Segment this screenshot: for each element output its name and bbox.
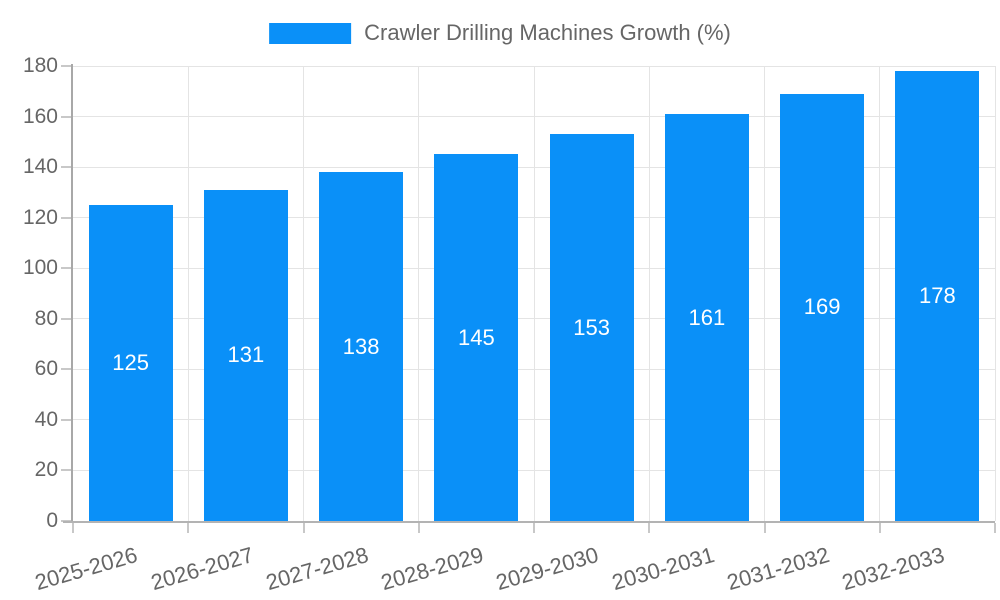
v-gridline xyxy=(187,66,189,521)
bar-value-label: 138 xyxy=(342,333,380,359)
y-tick-mark xyxy=(61,216,71,219)
y-tick-mark xyxy=(61,317,71,320)
y-tick-label: 40 xyxy=(34,407,58,431)
x-tick-label: 2027-2028 xyxy=(262,542,372,596)
x-tick-label: 2028-2029 xyxy=(378,542,487,596)
bar[interactable] xyxy=(780,93,865,521)
x-tick-label: 2032-2033 xyxy=(839,542,948,596)
legend-swatch xyxy=(269,22,352,44)
x-tick-mark xyxy=(72,523,74,533)
bar[interactable] xyxy=(88,205,173,521)
x-tick-label: 2030-2031 xyxy=(608,542,717,596)
y-tick-mark xyxy=(61,469,71,472)
x-tick-mark xyxy=(763,523,766,533)
bar-value-label: 169 xyxy=(803,294,841,320)
legend-label: Crawler Drilling Machines Growth (%) xyxy=(364,20,731,45)
y-tick-mark xyxy=(61,267,71,270)
bar-value-label: 153 xyxy=(573,314,610,340)
chart-legend[interactable]: Crawler Drilling Machines Growth (%) xyxy=(269,20,731,46)
v-gridline xyxy=(418,66,420,521)
x-tick-mark xyxy=(994,523,996,533)
bar-value-label: 145 xyxy=(458,324,495,350)
bar-value-label: 178 xyxy=(919,283,956,309)
x-axis-line xyxy=(63,521,995,523)
bar-value-label: 131 xyxy=(227,342,265,368)
x-tick-mark xyxy=(648,523,651,533)
bar[interactable] xyxy=(319,172,404,521)
x-tick-label: 2029-2030 xyxy=(493,542,602,596)
y-tick-label: 120 xyxy=(22,205,58,229)
y-tick-mark xyxy=(61,166,71,169)
y-axis-line xyxy=(71,64,73,523)
x-tick-mark xyxy=(533,523,535,533)
v-gridline xyxy=(764,66,765,521)
v-gridline xyxy=(648,66,650,521)
y-tick-mark xyxy=(61,368,71,371)
y-tick-mark xyxy=(61,115,71,118)
y-tick-label: 140 xyxy=(22,155,58,179)
y-tick-label: 100 xyxy=(22,256,58,280)
y-tick-mark xyxy=(61,418,71,421)
bar[interactable] xyxy=(434,154,519,521)
bar[interactable] xyxy=(203,189,288,521)
bar[interactable] xyxy=(549,134,634,521)
v-gridline xyxy=(879,66,881,521)
y-tick-label: 60 xyxy=(34,357,58,381)
x-tick-label: 2026-2027 xyxy=(147,542,256,596)
y-tick-label: 80 xyxy=(34,306,58,330)
bar-value-label: 161 xyxy=(688,304,726,330)
y-tick-mark xyxy=(61,65,71,67)
v-gridline xyxy=(303,66,304,521)
y-tick-label: 180 xyxy=(22,54,58,77)
bar[interactable] xyxy=(895,71,980,521)
x-tick-mark xyxy=(878,523,881,533)
y-tick-label: 20 xyxy=(34,458,58,482)
x-tick-label: 2025-2026 xyxy=(32,542,141,596)
v-gridline xyxy=(994,66,996,521)
x-tick-mark xyxy=(302,523,305,533)
x-tick-label: 2031-2032 xyxy=(723,542,833,596)
bar-value-label: 125 xyxy=(112,350,149,375)
v-gridline xyxy=(533,66,535,521)
x-tick-mark xyxy=(187,523,190,533)
y-tick-label: 0 xyxy=(46,509,58,532)
x-tick-mark xyxy=(417,523,420,533)
y-tick-label: 160 xyxy=(22,104,58,128)
bar[interactable] xyxy=(664,114,749,521)
